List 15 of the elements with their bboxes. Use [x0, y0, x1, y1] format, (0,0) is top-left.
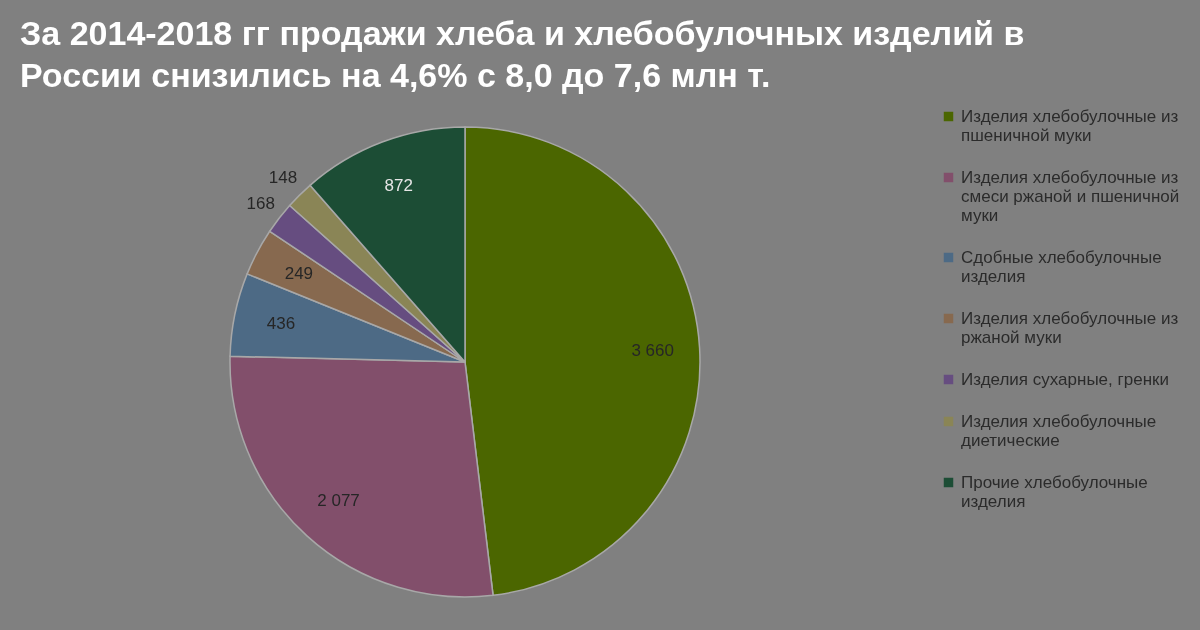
- data-label: 3 660: [631, 340, 674, 360]
- legend-label: Прочие хлебобулочные изделия: [961, 472, 1148, 511]
- legend-label: Изделия хлебобулочные из смеси ржаной и пшеничной муки: [961, 167, 1180, 225]
- data-label: 2 077: [317, 491, 360, 511]
- data-label: 148: [268, 168, 298, 188]
- legend-label: Изделия хлебобулочные диетические: [961, 411, 1157, 450]
- legend-label: Изделия хлебобулочные из ржаной муки: [961, 308, 1179, 347]
- data-label: 436: [266, 313, 296, 333]
- data-label: 249: [284, 264, 314, 283]
- legend-label: Изделия сухарные, гренки: [961, 369, 1169, 389]
- legend-label: Сдобные хлебобулочные изделия: [961, 247, 1162, 286]
- data-label: 168: [246, 193, 275, 213]
- legend-label: Изделия хлебобулочные из пшеничной муки: [961, 106, 1179, 145]
- data-label: 872: [384, 176, 413, 196]
- chart-title: За 2014-2018 гг продажи хлеба и хлебобулочных изделий в России снизились на 4,6% с 8,0 до 7,6 млн т.: [20, 14, 1025, 94]
